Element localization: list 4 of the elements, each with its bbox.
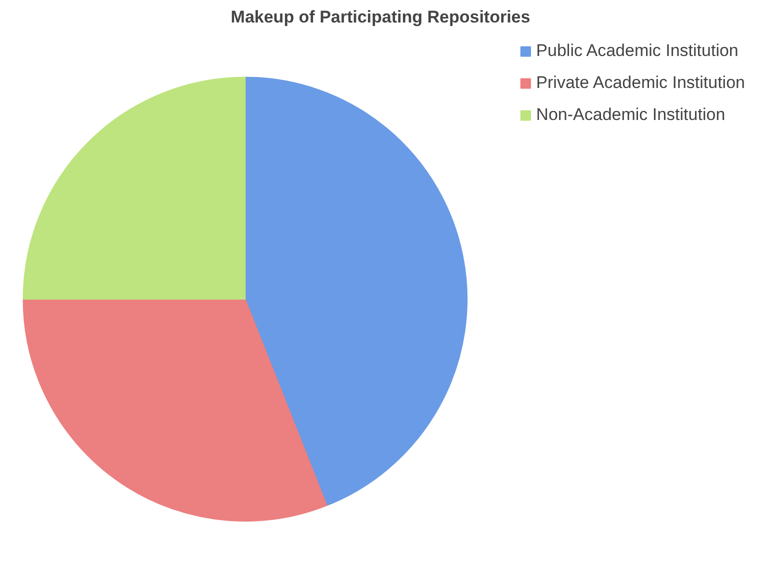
legend-label: Non-Academic Institution	[536, 105, 726, 125]
chart-title: Makeup of Participating Repositories	[230, 8, 530, 26]
legend-label: Public Academic Institution	[536, 41, 738, 61]
legend-label: Private Academic Institution	[536, 73, 745, 93]
